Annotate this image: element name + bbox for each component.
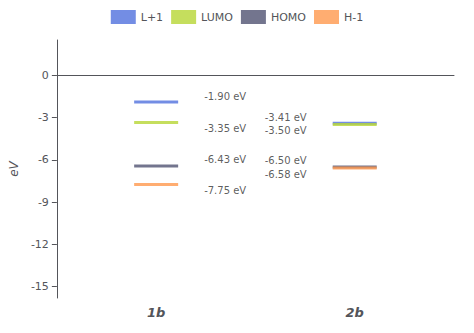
svg-text:-3: -3 [38,111,49,124]
svg-text:-3.41 eV: -3.41 eV [265,112,307,123]
svg-text:L+1: L+1 [141,11,163,24]
svg-text:eV: eV [7,160,21,176]
svg-text:-9: -9 [38,196,49,209]
svg-text:-7.75 eV: -7.75 eV [204,185,246,196]
svg-text:-3.50 eV: -3.50 eV [265,125,307,136]
svg-text:H-1: H-1 [344,11,363,24]
svg-text:-12: -12 [31,238,49,251]
svg-text:-15: -15 [31,280,49,293]
svg-text:2b: 2b [346,305,364,320]
svg-text:-1.90 eV: -1.90 eV [204,91,246,102]
svg-text:-6.50 eV: -6.50 eV [265,155,307,166]
svg-text:-6.43 eV: -6.43 eV [204,154,246,165]
svg-text:HOMO: HOMO [271,11,306,24]
svg-text:-6: -6 [38,153,49,166]
svg-text:1b: 1b [147,305,165,320]
svg-text:-6.58 eV: -6.58 eV [265,169,307,180]
svg-text:-3.35 eV: -3.35 eV [204,123,246,134]
svg-text:0: 0 [42,69,49,82]
svg-text:LUMO: LUMO [201,11,233,24]
